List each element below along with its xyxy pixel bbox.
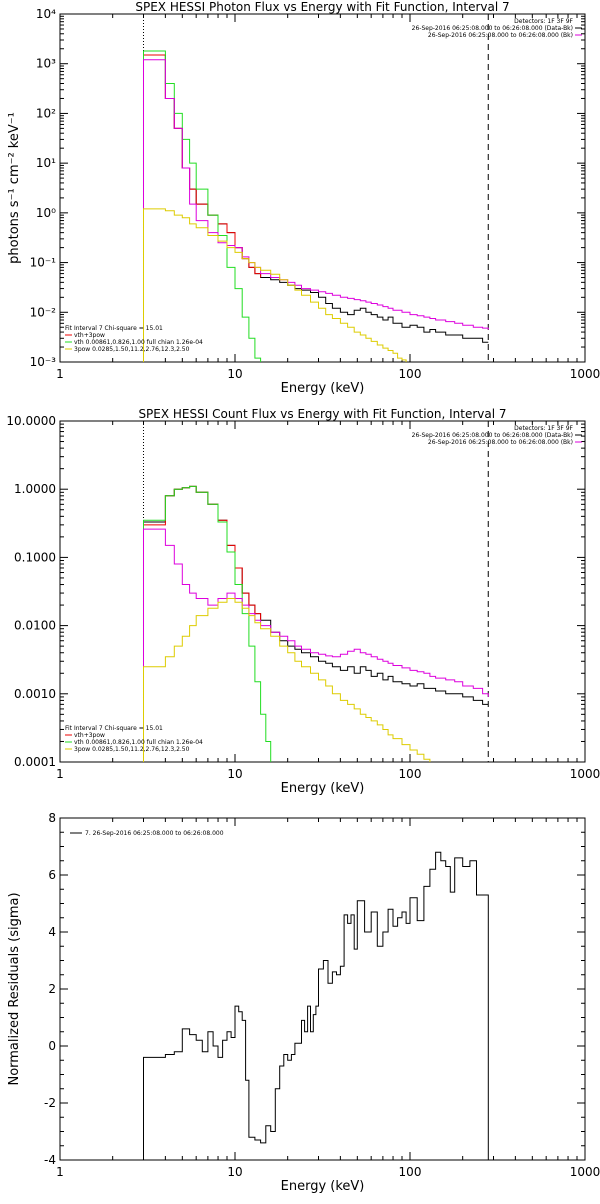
x-tick-label: 1000: [570, 767, 600, 781]
x-axis-label: Energy (keV): [281, 1179, 365, 1194]
x-tick-label: 10: [227, 767, 242, 781]
y-axis-label: Normalized Residuals (sigma): [7, 892, 22, 1085]
y-tick-label: 8: [48, 811, 56, 825]
y-tick-label: 4: [48, 925, 56, 939]
legend-bottom-left-text: vth 0.00861,0.826,1.00 full chian 1.26e-…: [74, 739, 203, 746]
chart-panel-3: 1 10 100 1000 Energy (keV) -4 -2 0 2 4 6 8 Normalize…: [7, 811, 600, 1194]
x-tick-label: 1: [56, 367, 64, 381]
x-tick-label: 100: [399, 1165, 422, 1179]
y-tick-label: 10⁻³: [30, 355, 57, 369]
legend-top-right-text: 26-Sep-2016 06:25:08.000 to 06:26:08.000…: [412, 25, 573, 32]
legend-bottom-left-text: Fit Interval 7 Chi-square = 15.01: [65, 725, 163, 732]
x-tick-label: 100: [399, 367, 422, 381]
y-tick-label: 10¹: [36, 156, 56, 170]
series-line-1: [143, 851, 489, 1160]
legend-bottom-left-text: vth+3pow: [74, 732, 105, 739]
y-tick-label: 10⁻²: [30, 305, 57, 319]
legend-top-right-text: 26-Sep-2016 06:25:08.000 to 06:26:08.000…: [428, 32, 573, 39]
y-tick-label: 0.0100: [14, 619, 56, 633]
chart-panel-1: SPEX HESSI Photon Flux vs Energy with Fi…: [7, 0, 600, 396]
plot-frame: [59, 13, 586, 363]
y-tick-label: -2: [44, 1096, 56, 1110]
y-tick-label: 10²: [36, 106, 56, 120]
series-group: [143, 485, 489, 762]
x-tick-label: 100: [399, 767, 422, 781]
x-tick-label: 10: [227, 1165, 242, 1179]
y-tick-label: 10⁴: [36, 7, 56, 21]
y-tick-label: 0.1000: [14, 550, 56, 564]
series-line-2: [143, 485, 262, 762]
y-tick-label: 0.0001: [14, 755, 56, 769]
x-tick-label: 1000: [570, 1165, 600, 1179]
y-tick-label: 0.0010: [14, 687, 56, 701]
y-tick-label: 10³: [36, 57, 56, 71]
legend-top-left-text: 7. 26-Sep-2016 06:25:08.000 to 06:26:08.…: [85, 830, 224, 837]
series-group: [143, 851, 489, 1160]
legend-bottom-left-text: 3pow 0.0285,1.50,11.2,2.76,12.3,2.50: [74, 346, 190, 353]
series-line-1: [143, 54, 489, 362]
x-axis-label: Energy (keV): [281, 781, 365, 796]
x-tick-label: 1000: [570, 367, 600, 381]
legend-bottom-left-text: vth+3pow: [74, 332, 105, 339]
y-tick-label: 2: [48, 982, 56, 996]
chart-title: SPEX HESSI Count Flux vs Energy with Fit…: [138, 407, 506, 421]
series-line-5: [143, 598, 431, 762]
legend-bottom-left-text: Fit Interval 7 Chi-square = 15.01: [65, 325, 163, 332]
x-axis-label: Energy (keV): [281, 381, 365, 396]
series-line-3: [143, 50, 262, 362]
y-tick-label: 10.0000: [6, 414, 56, 428]
legend-top-right-text: Detectors: 1F 3F 9F: [514, 18, 573, 25]
plot-frame: [59, 420, 586, 763]
series-line-4: [143, 528, 489, 762]
series-line-4: [143, 59, 489, 362]
x-tick-label: 1: [56, 767, 64, 781]
x-tick-label: 1: [56, 1165, 64, 1179]
chart-title: SPEX HESSI Photon Flux vs Energy with Fi…: [135, 0, 509, 14]
series-group: [143, 50, 489, 362]
legend-top-right-text: Detectors: 1F 3F 9F: [514, 425, 573, 432]
y-axis-label: photons s⁻¹ cm⁻² keV⁻¹: [7, 112, 22, 264]
series-line-5: [143, 208, 407, 362]
chart-panel-2: SPEX HESSI Count Flux vs Energy with Fit…: [6, 407, 600, 796]
legend-bottom-left-text: vth 0.00861,0.826,1.00 full chian 1.26e-…: [74, 339, 203, 346]
y-tick-label: 10⁰: [36, 206, 56, 220]
y-tick-label: 1.0000: [14, 482, 56, 496]
legend-bottom-left-text: 3pow 0.0285,1.50,11.2,2.76,12.3,2.50: [74, 746, 190, 753]
y-tick-label: 0: [48, 1039, 56, 1053]
legend-top-right-text: 26-Sep-2016 06:25:08.000 to 06:26:08.000…: [412, 432, 573, 439]
series-line-3: [143, 485, 272, 762]
legend-top-right-text: 26-Sep-2016 06:25:08.000 to 06:26:08.000…: [428, 439, 573, 446]
y-tick-label: 10⁻¹: [30, 256, 57, 270]
y-tick-label: -4: [44, 1153, 56, 1167]
series-line-1: [143, 485, 489, 762]
y-tick-label: 6: [48, 868, 56, 882]
x-tick-label: 10: [227, 367, 242, 381]
plot-frame: [59, 817, 586, 1161]
